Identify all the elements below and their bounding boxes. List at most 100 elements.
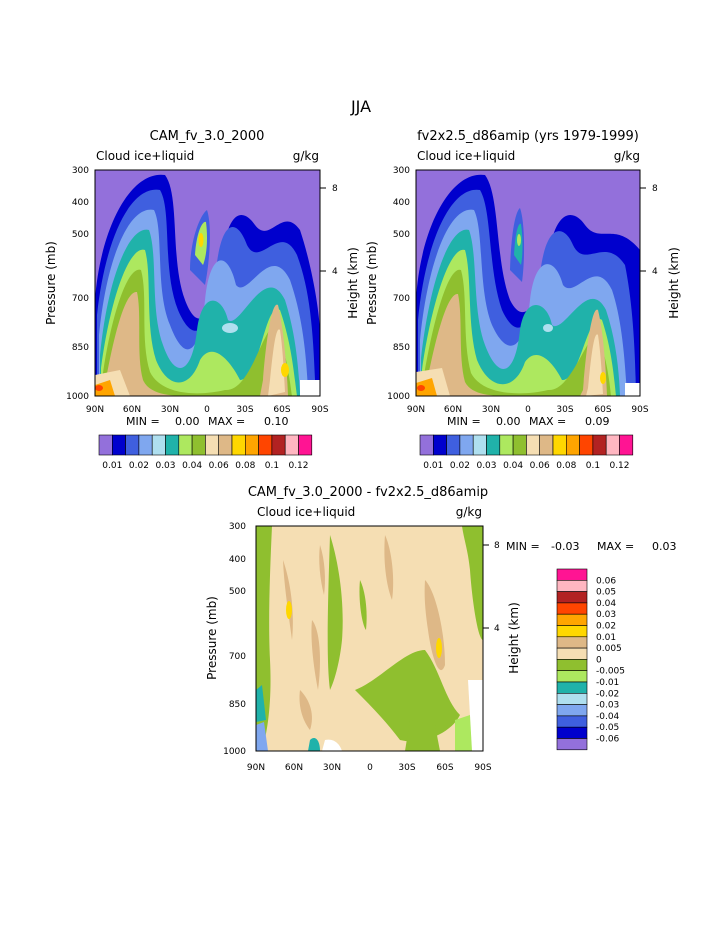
x-tick-label: 30S [236, 405, 253, 415]
colorbar-label: 0.01 [102, 461, 122, 471]
x-tick-label: 60S [594, 405, 611, 415]
colorbar-label: 0.06 [530, 461, 550, 471]
colorbar-swatch [112, 434, 126, 456]
x-tick-label: 0 [367, 763, 373, 773]
colorbar-label: 0.02 [129, 461, 149, 471]
x-ticks: 90N 60N 30N 0 30S 60S 90S [247, 763, 492, 773]
colorbar-swatch [284, 434, 299, 456]
y-tick-label: 850 [393, 343, 410, 353]
x-tick-label: 90N [247, 763, 265, 773]
colorbar-label: 0.06 [209, 461, 229, 471]
max-value: 0.03 [652, 540, 677, 553]
colorbar-swatch [556, 568, 588, 581]
panel-reference: fv2x2.5_d86amip (yrs 1979-1999) Cloud ic… [365, 129, 681, 471]
colorbar-swatch [556, 591, 588, 604]
colorbar-label: 0.03 [155, 461, 175, 471]
colorbar-swatch [539, 434, 554, 456]
colorbar-swatch [556, 647, 588, 660]
colorbar-label: 0.1 [586, 461, 600, 471]
colorbar-label: -0.03 [596, 701, 619, 711]
colorbar-swatch [556, 625, 588, 638]
colorbar-swatch [486, 434, 501, 456]
max-label: MAX = [529, 415, 566, 428]
y-tick-label: 400 [229, 555, 246, 565]
x-tick-label: 90S [474, 763, 491, 773]
x-tick-label: 30S [398, 763, 415, 773]
max-label: MAX = [597, 540, 634, 553]
units-label: g/kg [456, 505, 482, 519]
y-axis-label: Pressure (mb) [205, 596, 219, 680]
y-tick-label: 850 [229, 700, 246, 710]
max-value: 0.10 [264, 415, 289, 428]
colorbar-label: 0.01 [423, 461, 443, 471]
y2-ticks: 8 4 [483, 541, 500, 634]
colorbar-swatch [205, 434, 219, 456]
max-value: 0.09 [585, 415, 610, 428]
colorbar-swatch [499, 434, 514, 456]
x-tick-label: 90N [86, 405, 104, 415]
colorbar-swatch [526, 434, 541, 456]
panel-model: CAM_fv_3.0_2000 Cloud ice+liquid g/kg [44, 129, 360, 471]
y-tick-label: 700 [393, 294, 410, 304]
colorbar-swatch [556, 636, 588, 649]
x-tick-label: 30S [556, 405, 573, 415]
colorbar-label: 0.03 [476, 461, 496, 471]
colorbar-label: 0.04 [596, 599, 616, 609]
colorbar-swatch [512, 434, 527, 456]
colorbar-swatch [419, 434, 434, 456]
y-tick-label: 1000 [223, 747, 246, 757]
units-label: g/kg [293, 149, 319, 163]
colorbar-label: 0.1 [265, 461, 279, 471]
y2-tick-label: 4 [332, 267, 338, 277]
panel-title: CAM_fv_3.0_2000 - fv2x2.5_d86amip [248, 485, 488, 500]
y2-tick-label: 4 [494, 624, 500, 634]
colorbar-swatch [191, 434, 206, 456]
y-tick-label: 500 [229, 587, 246, 597]
x-tick-label: 30N [161, 405, 179, 415]
colorbar-label: -0.005 [596, 667, 625, 677]
y-axis-label: Pressure (mb) [365, 241, 379, 325]
y2-tick-label: 4 [652, 267, 658, 277]
y2-tick-label: 8 [652, 184, 658, 194]
colorbar-label: 0.02 [596, 622, 616, 632]
y-tick-label: 1000 [66, 392, 89, 402]
colorbar-swatch [432, 434, 447, 456]
variable-label: Cloud ice+liquid [417, 149, 515, 163]
y-tick-label: 700 [229, 652, 246, 662]
y-tick-label: 300 [72, 166, 89, 176]
colorbar-swatch [592, 434, 607, 456]
y2-ticks: 8 4 [640, 184, 658, 277]
y-tick-label: 400 [72, 198, 89, 208]
contour-fill [95, 170, 320, 396]
x-tick-label: 90S [311, 405, 328, 415]
colorbar-swatch [552, 434, 567, 456]
y-ticks: 300 400 500 700 850 1000 [387, 166, 410, 402]
colorbar-label: 0.12 [288, 461, 308, 471]
x-tick-label: 90N [407, 405, 425, 415]
colorbar-swatch [298, 434, 313, 456]
x-ticks: 90N 60N 30N 0 30S 60S 90S [86, 405, 329, 415]
colorbar-label: 0.06 [596, 576, 616, 586]
y-ticks: 300 400 500 700 850 1000 [66, 166, 89, 402]
x-tick-label: 30N [482, 405, 500, 415]
colorbar-label: 0.01 [596, 633, 616, 643]
figure-title: JJA [350, 97, 371, 116]
min-label: MIN = [447, 415, 481, 428]
colorbar-swatch [472, 434, 487, 456]
colorbar-label: 0.08 [235, 461, 255, 471]
colorbar-label: 0.03 [596, 610, 616, 620]
colorbar-label: 0.04 [182, 461, 202, 471]
colorbar-swatch [218, 434, 233, 456]
colorbar-swatch [556, 738, 588, 751]
panel-title: fv2x2.5_d86amip (yrs 1979-1999) [417, 129, 639, 144]
variable-label: Cloud ice+liquid [257, 505, 355, 519]
colorbar-swatch [151, 434, 166, 456]
y2-axis-label: Height (km) [507, 602, 521, 673]
colorbar: 0.01 0.02 0.03 0.04 0.06 0.08 0.1 0.12 [98, 434, 313, 471]
colorbar-swatch [165, 434, 180, 456]
variable-label: Cloud ice+liquid [96, 149, 194, 163]
contour-fill [416, 170, 640, 396]
colorbar-label: 0.04 [503, 461, 523, 471]
colorbar-label: 0.12 [609, 461, 629, 471]
